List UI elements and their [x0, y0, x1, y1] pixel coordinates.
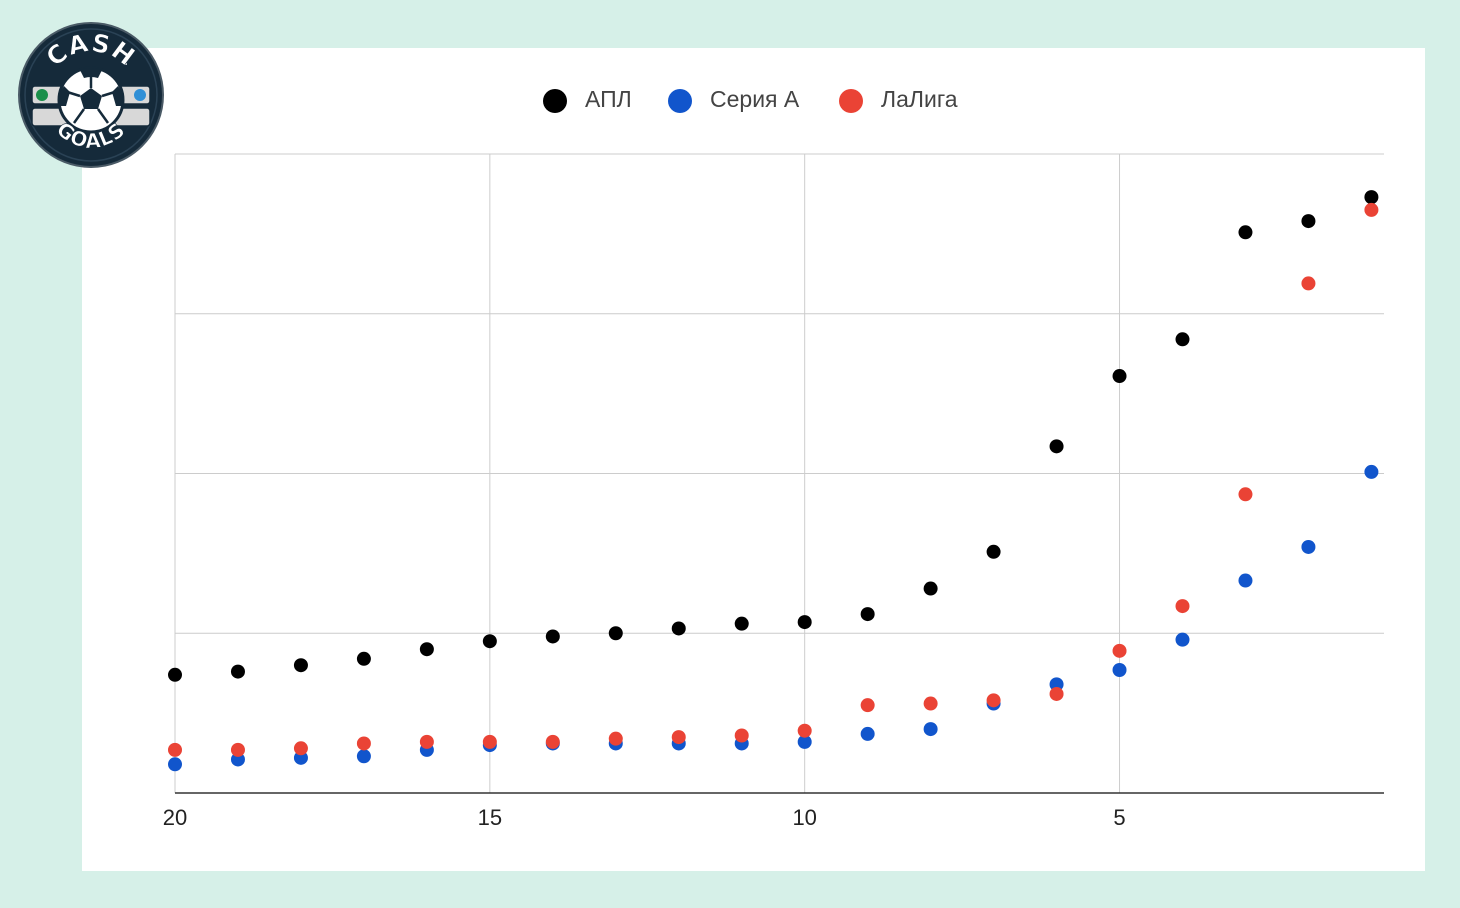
data-point: [923, 581, 938, 596]
data-point: [734, 728, 749, 743]
data-point: [1175, 632, 1190, 647]
legend-marker: [543, 89, 567, 113]
data-point: [168, 757, 182, 772]
chart-card: 20 15 10 5 АПЛ Серия А ЛаЛига: [82, 48, 1425, 871]
data-point: [671, 730, 686, 745]
data-point: [1175, 599, 1190, 614]
data-point: [986, 544, 1001, 559]
data-point: [923, 696, 938, 711]
telegram-icon: [134, 89, 146, 101]
data-point: [860, 607, 875, 622]
data-point: [860, 726, 875, 741]
data-point: [419, 642, 434, 657]
data-point: [1238, 225, 1253, 240]
data-point: [419, 734, 434, 749]
data-point: [1301, 539, 1316, 554]
data-point: [356, 651, 371, 666]
data-point: [230, 752, 245, 767]
legend-label: АПЛ: [585, 86, 632, 112]
data-point: [230, 742, 245, 757]
data-point: [545, 629, 560, 644]
data-point: [482, 734, 497, 749]
data-point: [230, 664, 245, 679]
data-point: [1301, 214, 1316, 229]
scatter-chart: 20 15 10 5 АПЛ Серия А ЛаЛига: [163, 86, 1384, 830]
data-point: [168, 667, 182, 682]
data-point: [1112, 662, 1127, 677]
legend-label: ЛаЛига: [881, 86, 958, 112]
x-tick-label: 5: [1113, 805, 1125, 830]
data-point: [1364, 464, 1379, 479]
data-point: [608, 626, 623, 641]
data-point: [734, 616, 749, 631]
data-point: [356, 749, 371, 764]
data-point: [545, 734, 560, 749]
data-point: [482, 634, 497, 649]
data-point: [671, 621, 686, 636]
data-point: [293, 750, 308, 765]
data-point: [356, 736, 371, 751]
data-point: [1049, 677, 1064, 692]
whatsapp-icon: [36, 89, 48, 101]
x-tick-label: 10: [792, 805, 816, 830]
cash-goals-logo: CASH GOALS: [18, 22, 164, 168]
data-point: [797, 734, 812, 749]
data-point: [797, 615, 812, 630]
data-point: [1049, 439, 1064, 454]
data-point: [1301, 276, 1316, 291]
data-point: [168, 742, 182, 757]
data-point: [293, 658, 308, 673]
legend-label: Серия А: [710, 86, 800, 112]
data-point: [1364, 202, 1379, 217]
data-point: [1049, 686, 1064, 701]
data-point: [1112, 643, 1127, 658]
legend-marker: [668, 89, 692, 113]
legend-marker: [839, 89, 863, 113]
data-point: [860, 698, 875, 713]
x-tick-label: 15: [478, 805, 502, 830]
data-point: [1112, 369, 1127, 384]
data-point: [1238, 573, 1253, 588]
data-point: [923, 722, 938, 737]
data-point: [797, 723, 812, 738]
x-tick-label: 20: [163, 805, 187, 830]
data-point: [1238, 487, 1253, 502]
data-point: [986, 693, 1001, 708]
data-point: [1364, 190, 1379, 205]
data-point: [1175, 332, 1190, 347]
data-point: [608, 731, 623, 746]
data-point: [293, 741, 308, 756]
